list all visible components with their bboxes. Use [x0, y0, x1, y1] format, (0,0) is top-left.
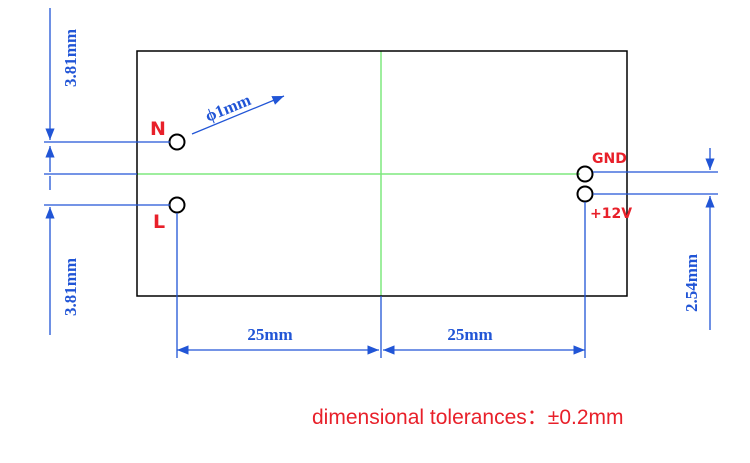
- pin-label: L: [153, 211, 165, 233]
- dimension-lines: [44, 8, 718, 358]
- dimension-label: 3.81mm: [61, 29, 80, 87]
- board: [136, 50, 628, 297]
- dimension-label: 2.54mm: [682, 254, 701, 312]
- dimension-label: 25mm: [247, 325, 292, 344]
- pin-label: GND: [592, 151, 627, 167]
- dimension-label: 25mm: [447, 325, 492, 344]
- pin-label: +12V: [590, 206, 632, 222]
- hole-diameter: ϕ1mm: [202, 90, 253, 125]
- tolerance-note: dimensional tolerances：±0.2mm: [312, 406, 624, 429]
- holes: [168, 133, 594, 214]
- pin-label: N: [150, 118, 166, 140]
- dimension-label: 3.81mm: [61, 258, 80, 316]
